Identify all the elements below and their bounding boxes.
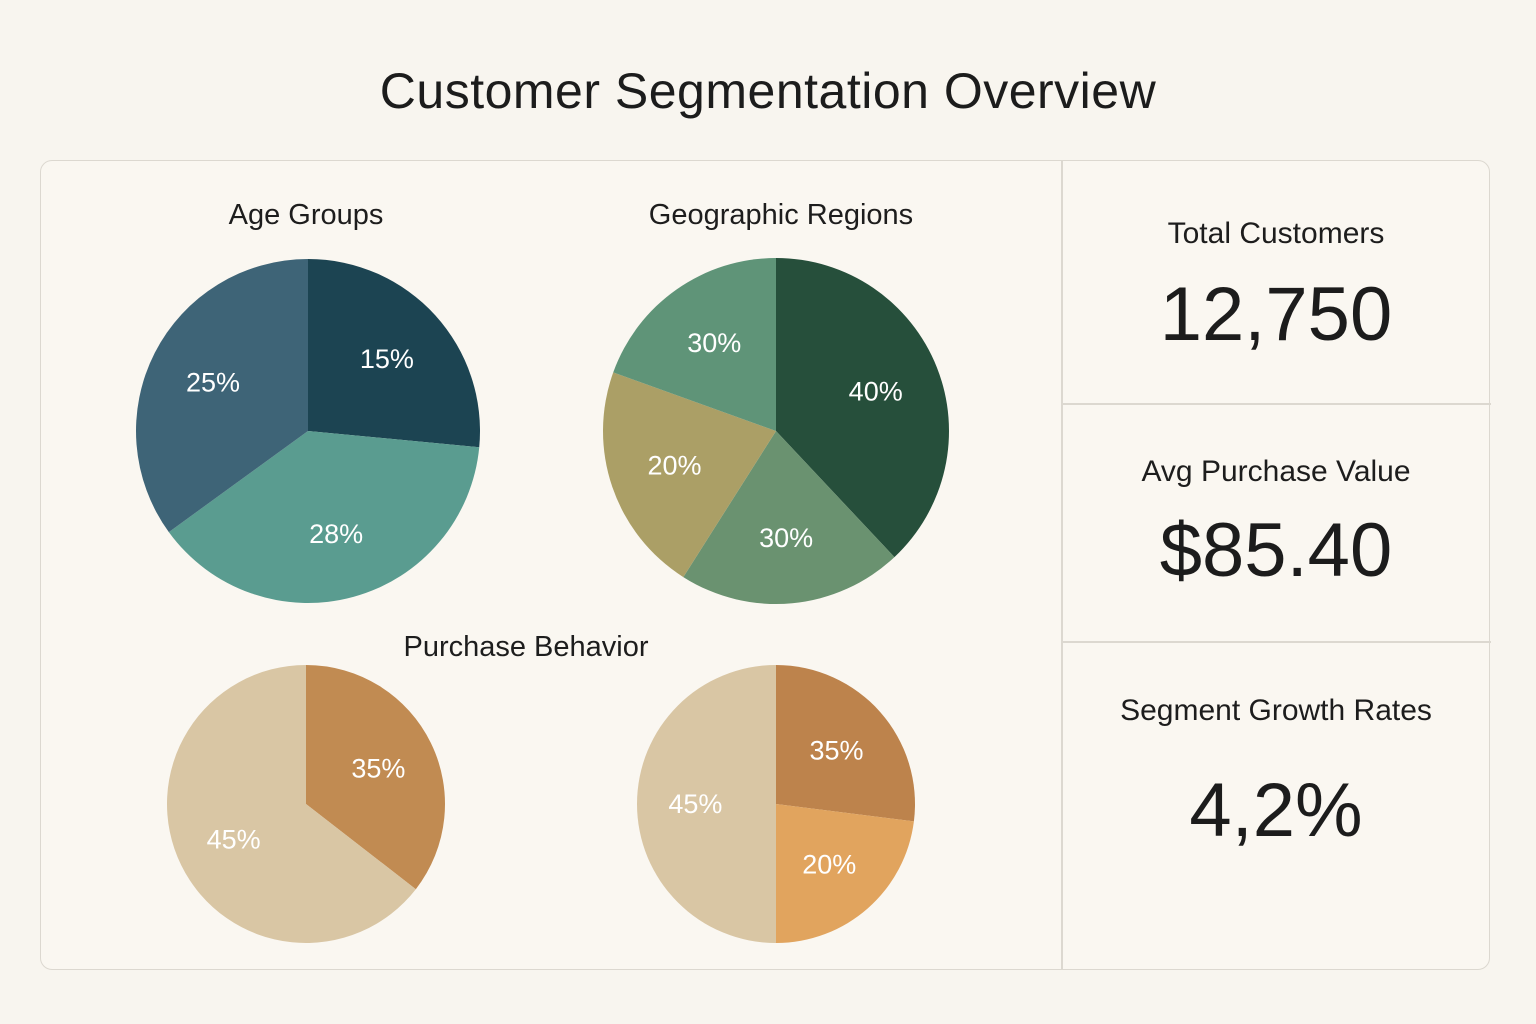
pie-2-slice-2 — [683, 431, 895, 605]
pie-3-slice-1-label: 35% — [351, 754, 405, 784]
pie-2-slice-3-label: 20% — [647, 451, 701, 481]
pie-3-slice-1 — [306, 665, 445, 890]
pie-chart-4: 35% 20% 45% — [637, 665, 915, 943]
pie-1-slice-2-label: 28% — [309, 519, 363, 549]
stats-divider-1 — [1061, 403, 1491, 405]
page-title: Customer Segmentation Overview — [379, 63, 1157, 119]
pie-2-slice-1 — [776, 258, 950, 558]
stat-value-avg-purchase-value: $85.40 — [1159, 508, 1393, 593]
pie-1-slice-1 — [308, 259, 481, 448]
pie-2-slice-2-label: 30% — [759, 523, 813, 553]
chart-title-purchase-behavior: Purchase Behavior — [403, 631, 649, 663]
pie-4-slice-2 — [776, 804, 914, 943]
pie-1-slice-2 — [168, 431, 480, 604]
pie-2-slice-1-label: 40% — [849, 377, 903, 407]
stat-value-segment-growth-rates: 4,2% — [1189, 768, 1363, 853]
pie-1-slice-3 — [136, 259, 308, 533]
segmentation-panel: 15% 28% 25% 40% 30% 20% 30% 35% 45% 35% 20% 45% Age… — [40, 160, 1491, 970]
panel-divider-vertical — [1061, 161, 1063, 969]
pie-3-slice-2 — [166, 665, 416, 944]
chart-title-age-groups: Age Groups — [228, 199, 384, 231]
pie-3-slice-2-label: 45% — [207, 825, 261, 855]
pie-chart-3: 35% 45% — [166, 665, 445, 944]
pie-2-slice-4-label: 30% — [687, 328, 741, 358]
pie-4-slice-1-label: 35% — [809, 736, 863, 766]
pie-2-slice-4 — [613, 258, 776, 431]
stat-label-segment-growth-rates: Segment Growth Rates — [1120, 694, 1432, 727]
stat-value-total-customers: 12,750 — [1159, 272, 1393, 357]
pie-4-slice-3 — [637, 665, 776, 943]
pie-1-slice-3-label: 25% — [186, 368, 240, 398]
pie-4-slice-3-label: 45% — [668, 789, 722, 819]
stats-divider-2 — [1061, 641, 1491, 643]
pie-chart-2: 40% 30% 20% 30% — [603, 258, 950, 605]
pie-2-slice-3 — [603, 372, 776, 578]
pie-4-slice-1 — [776, 665, 915, 822]
pie-charts-canvas: 15% 28% 25% 40% 30% 20% 30% 35% 45% 35% 20% 45% — [136, 258, 950, 944]
pie-chart-1: 15% 28% 25% — [136, 259, 481, 604]
pie-1-slice-1-label: 15% — [360, 344, 414, 374]
stat-label-total-customers: Total Customers — [1167, 217, 1385, 250]
chart-title-geographic-regions: Geographic Regions — [648, 199, 914, 231]
stat-label-avg-purchase-value: Avg Purchase Value — [1141, 455, 1411, 488]
pie-4-slice-2-label: 20% — [802, 850, 856, 880]
